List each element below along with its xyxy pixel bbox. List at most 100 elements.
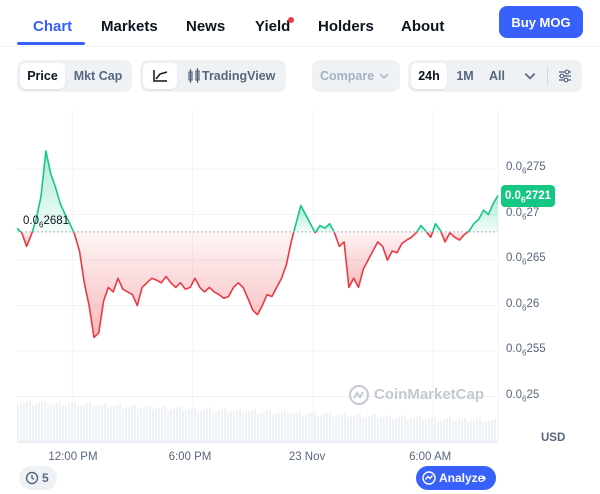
volume-bar	[437, 420, 439, 442]
analyze-icon	[422, 471, 436, 485]
sliders-icon[interactable]	[557, 68, 573, 84]
volume-bar	[83, 404, 85, 442]
volume-bar	[266, 410, 268, 442]
history-button[interactable]: 5	[19, 466, 57, 490]
area-segment	[432, 223, 441, 232]
volume-bar	[167, 410, 169, 442]
volume-bar	[29, 400, 31, 442]
volume-bar	[443, 419, 445, 442]
volume-bar	[467, 422, 469, 442]
volume-bar	[152, 409, 154, 442]
volume-bar	[32, 404, 34, 442]
volume-bar	[131, 405, 133, 442]
volume-bar	[260, 412, 262, 442]
tab-bar: Chart Markets News Yield Holders About	[0, 0, 600, 47]
volume-bar	[230, 411, 232, 442]
volume-bar	[224, 408, 226, 442]
area-segment	[17, 228, 21, 232]
tradingview-button[interactable]: TradingView	[182, 63, 284, 89]
range-1m[interactable]: 1M	[456, 69, 474, 83]
x-tick-label: 6:00 PM	[168, 451, 212, 463]
compare-dropdown[interactable]: Compare	[312, 60, 400, 92]
volume-bar	[170, 409, 172, 442]
price-line-segment	[16, 227, 22, 233]
volume-bar	[488, 420, 490, 442]
volume-bar	[206, 408, 208, 442]
volume-bar	[422, 420, 424, 442]
volume-bar	[302, 415, 304, 442]
buy-button[interactable]: Buy MOG	[499, 6, 583, 38]
volume-bar	[347, 417, 349, 442]
volume-bar	[341, 413, 343, 442]
volume-bar	[374, 414, 376, 442]
volume-bar	[251, 410, 253, 442]
volume-bar	[146, 406, 148, 442]
volume-bar	[299, 411, 301, 442]
volume-bar	[272, 414, 274, 442]
line-chart-icon	[153, 70, 168, 82]
volume-bar	[344, 413, 346, 442]
mktcap-toggle[interactable]: Mkt Cap	[73, 69, 123, 83]
volume-bar	[26, 401, 28, 442]
volume-bar	[137, 408, 139, 442]
price-line-segment	[467, 195, 499, 233]
volume-bar	[17, 404, 19, 442]
volume-bar	[332, 416, 334, 442]
volume-bar	[98, 405, 100, 442]
chart-fill	[17, 150, 498, 338]
volume-bar	[92, 407, 94, 442]
range-chevron-down-icon[interactable]	[523, 69, 537, 83]
active-tab-indicator	[17, 42, 85, 45]
volume-bar	[491, 419, 493, 442]
volume-bar	[77, 406, 79, 442]
volume-bar	[287, 414, 289, 442]
area-segment	[315, 223, 334, 232]
volume-bar	[311, 412, 313, 442]
price-toggle[interactable]: Price	[20, 63, 65, 89]
analyze-label: Analyze	[439, 471, 485, 485]
y-tick-label: 0.06275	[506, 161, 546, 176]
volume-bar	[458, 419, 460, 442]
volume-bar	[143, 407, 145, 442]
volume-bar	[464, 417, 466, 442]
volume-bar	[428, 418, 430, 442]
volume-bar	[221, 409, 223, 442]
volume-bar	[320, 415, 322, 442]
volume-bar	[155, 408, 157, 442]
volume-bar	[140, 407, 142, 442]
range-all[interactable]: All	[489, 69, 505, 83]
volume-bar	[413, 417, 415, 442]
volume-bar	[404, 415, 406, 442]
volume-bar	[182, 410, 184, 442]
volume-bar	[440, 419, 442, 442]
volume-bar	[200, 410, 202, 442]
tab-holders[interactable]: Holders	[318, 18, 374, 35]
volume-bar	[173, 408, 175, 442]
tab-about[interactable]: About	[401, 18, 445, 35]
volume-bar	[233, 410, 235, 442]
volume-bar	[380, 417, 382, 442]
volume-bar	[446, 418, 448, 442]
volume-bar	[203, 409, 205, 442]
tab-news[interactable]: News	[186, 18, 226, 35]
volume-bar	[482, 422, 484, 442]
volume-bar	[392, 419, 394, 442]
price-mktcap-toggle: Price Mkt Cap	[17, 60, 132, 92]
tab-chart[interactable]: Chart	[33, 18, 73, 35]
volume-bar	[338, 414, 340, 442]
currency-label: USD	[541, 432, 566, 444]
chevron-down-icon	[379, 73, 389, 80]
analyze-button[interactable]: Analyze ›	[416, 466, 496, 490]
line-chart-button[interactable]	[143, 63, 177, 89]
volume-bar	[290, 413, 292, 442]
volume-bar	[134, 404, 136, 442]
volume-bar	[248, 411, 250, 442]
tab-yield[interactable]: Yield	[255, 18, 291, 35]
x-tick-label: 23 Nov	[288, 451, 326, 463]
tab-markets[interactable]: Markets	[101, 18, 158, 35]
area-segment	[467, 195, 498, 232]
volume-bar	[239, 408, 241, 442]
volume-bar	[257, 413, 259, 442]
area-segment	[293, 205, 315, 232]
range-24h[interactable]: 24h	[411, 63, 447, 89]
